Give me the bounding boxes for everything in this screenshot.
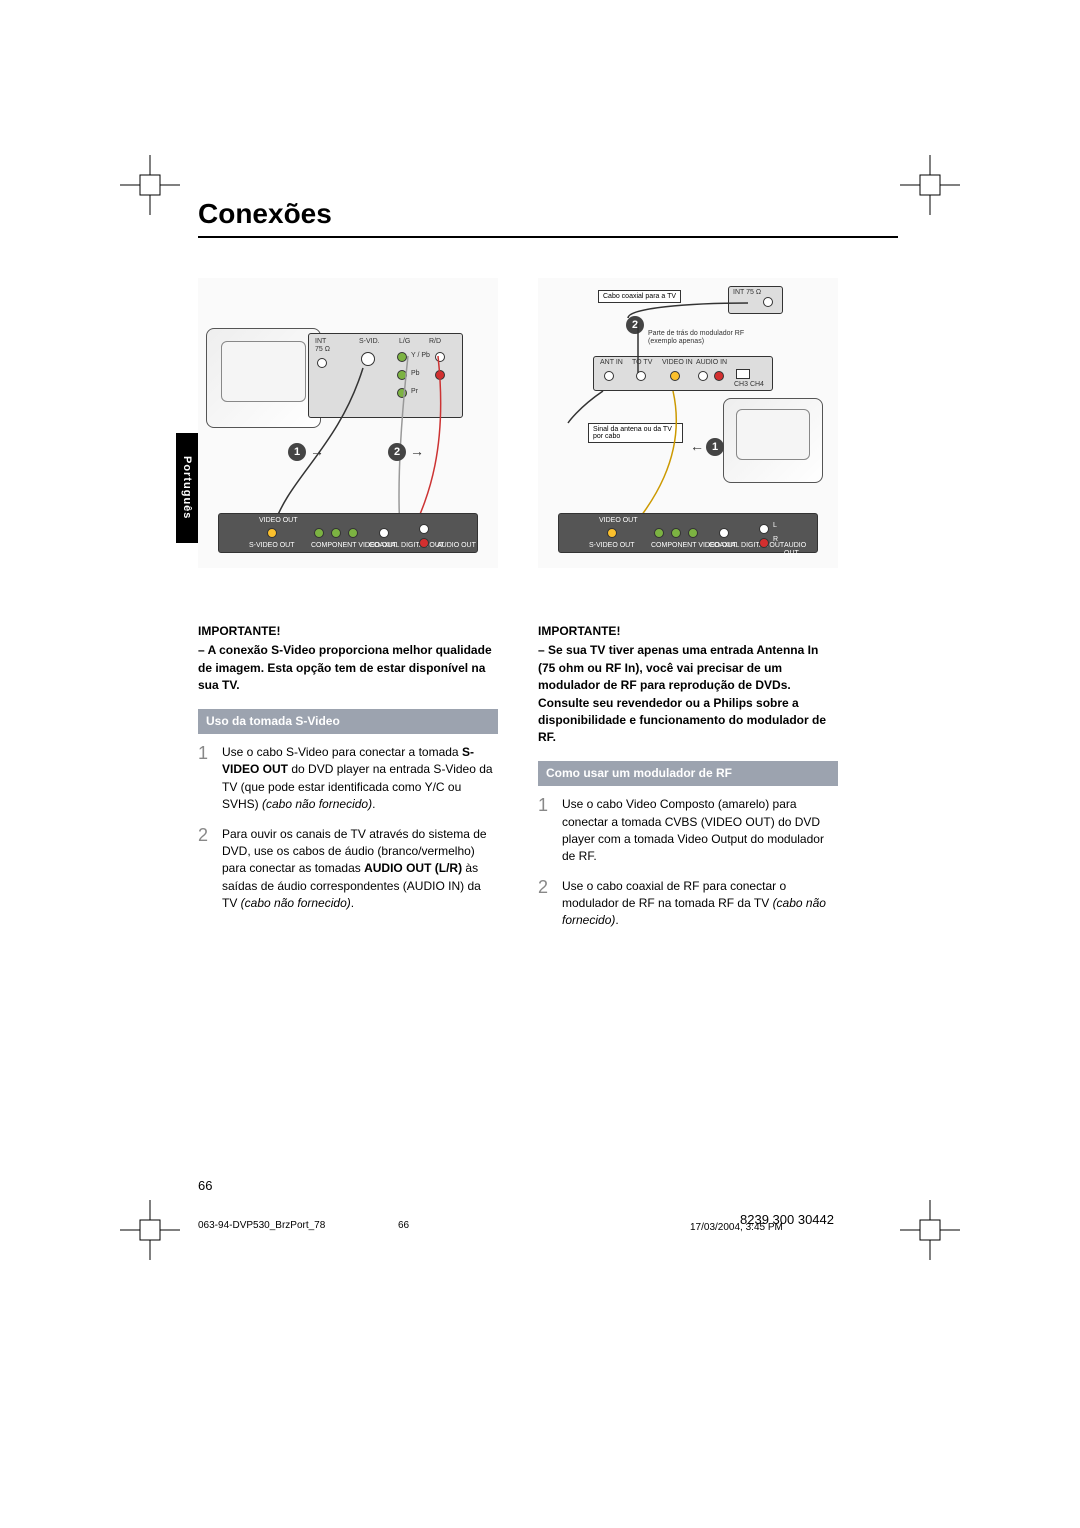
page-number: 66 bbox=[198, 1178, 212, 1193]
port bbox=[671, 528, 681, 538]
diagrams-row: INT 75 Ω S-VID. L/G R/D Y / Pb Pb Pr bbox=[198, 278, 898, 568]
crop-mark-tr bbox=[900, 155, 960, 215]
dvd-label: AUDIO OUT bbox=[437, 542, 476, 550]
crop-mark-br bbox=[900, 1200, 960, 1260]
port bbox=[688, 528, 698, 538]
port bbox=[348, 528, 358, 538]
step: 1Use o cabo S-Video para conectar a toma… bbox=[198, 744, 498, 814]
dvd-label: R bbox=[773, 536, 778, 544]
port bbox=[267, 528, 277, 538]
port bbox=[379, 528, 389, 538]
footer-mid: 66 bbox=[398, 1220, 409, 1231]
title-rule bbox=[198, 236, 898, 238]
step: 2Para ouvir os canais de TV através do s… bbox=[198, 826, 498, 913]
dvd-label: L bbox=[773, 522, 777, 530]
dvd-label: S-VIDEO OUT bbox=[589, 542, 635, 550]
crop-mark-tl bbox=[120, 155, 180, 215]
text-columns: IMPORTANTE! – A conexão S-Video proporci… bbox=[198, 623, 898, 942]
left-column: IMPORTANTE! – A conexão S-Video proporci… bbox=[198, 623, 498, 942]
language-tab: Português bbox=[176, 433, 198, 543]
step-number: 1 bbox=[538, 796, 552, 866]
port bbox=[759, 538, 769, 548]
section-bar: Uso da tomada S-Video bbox=[198, 709, 498, 734]
footer-date: 17/03/2004, 3:45 PM bbox=[690, 1222, 783, 1233]
step-text: Use o cabo coaxial de RF para conectar o… bbox=[562, 878, 838, 930]
page-title: Conexões bbox=[198, 198, 898, 230]
port bbox=[719, 528, 729, 538]
step-marker-1: 1 bbox=[288, 443, 306, 461]
dvd-label: VIDEO OUT bbox=[259, 517, 298, 525]
important-body: – Se sua TV tiver apenas uma entrada Ant… bbox=[538, 642, 838, 746]
important-body: – A conexão S-Video proporciona melhor q… bbox=[198, 642, 498, 694]
port bbox=[759, 524, 769, 534]
steps-list: 1Use o cabo S-Video para conectar a toma… bbox=[198, 744, 498, 913]
arrow-icon: → bbox=[410, 443, 424, 459]
steps-list: 1Use o cabo Video Composto (amarelo) par… bbox=[538, 796, 838, 930]
crop-mark-bl bbox=[120, 1200, 180, 1260]
dvd-back-panel: VIDEO OUT S-VIDEO OUT COMPONENT VIDEO OU… bbox=[558, 513, 818, 553]
dvd-label: VIDEO OUT bbox=[599, 517, 638, 525]
page-content: Conexões Português INT 75 Ω S-VID. L/G R… bbox=[198, 198, 898, 942]
important-head: IMPORTANTE! bbox=[538, 623, 838, 640]
step-number: 2 bbox=[538, 878, 552, 930]
dvd-back-panel: VIDEO OUT S-VIDEO OUT COMPONENT VIDEO OU… bbox=[218, 513, 478, 553]
port bbox=[607, 528, 617, 538]
step-number: 1 bbox=[198, 744, 212, 814]
port bbox=[419, 538, 429, 548]
port bbox=[331, 528, 341, 538]
step: 2Use o cabo coaxial de RF para conectar … bbox=[538, 878, 838, 930]
diagram-svideo: INT 75 Ω S-VID. L/G R/D Y / Pb Pb Pr bbox=[198, 278, 498, 568]
section-bar: Como usar um modulador de RF bbox=[538, 761, 838, 786]
right-column: IMPORTANTE! – Se sua TV tiver apenas uma… bbox=[538, 623, 838, 942]
port bbox=[654, 528, 664, 538]
port bbox=[314, 528, 324, 538]
important-head: IMPORTANTE! bbox=[198, 623, 498, 640]
dvd-label: S-VIDEO OUT bbox=[249, 542, 295, 550]
port bbox=[419, 524, 429, 534]
step-text: Use o cabo Video Composto (amarelo) para… bbox=[562, 796, 838, 866]
step-marker-2: 2 bbox=[388, 443, 406, 461]
step: 1Use o cabo Video Composto (amarelo) par… bbox=[538, 796, 838, 866]
dvd-label: AUDIO OUT bbox=[784, 542, 817, 557]
step-text: Use o cabo S-Video para conectar a tomad… bbox=[222, 744, 498, 814]
step-text: Para ouvir os canais de TV através do si… bbox=[222, 826, 498, 913]
diagram-rf: Cabo coaxial para a TV INT 75 Ω 2 Parte … bbox=[538, 278, 838, 568]
arrow-icon: → bbox=[310, 443, 324, 459]
footer-file: 063-94-DVP530_BrzPort_78 bbox=[198, 1220, 325, 1231]
step-number: 2 bbox=[198, 826, 212, 913]
dvd-label: COAXIAL DIGITAL OUT bbox=[369, 542, 444, 550]
